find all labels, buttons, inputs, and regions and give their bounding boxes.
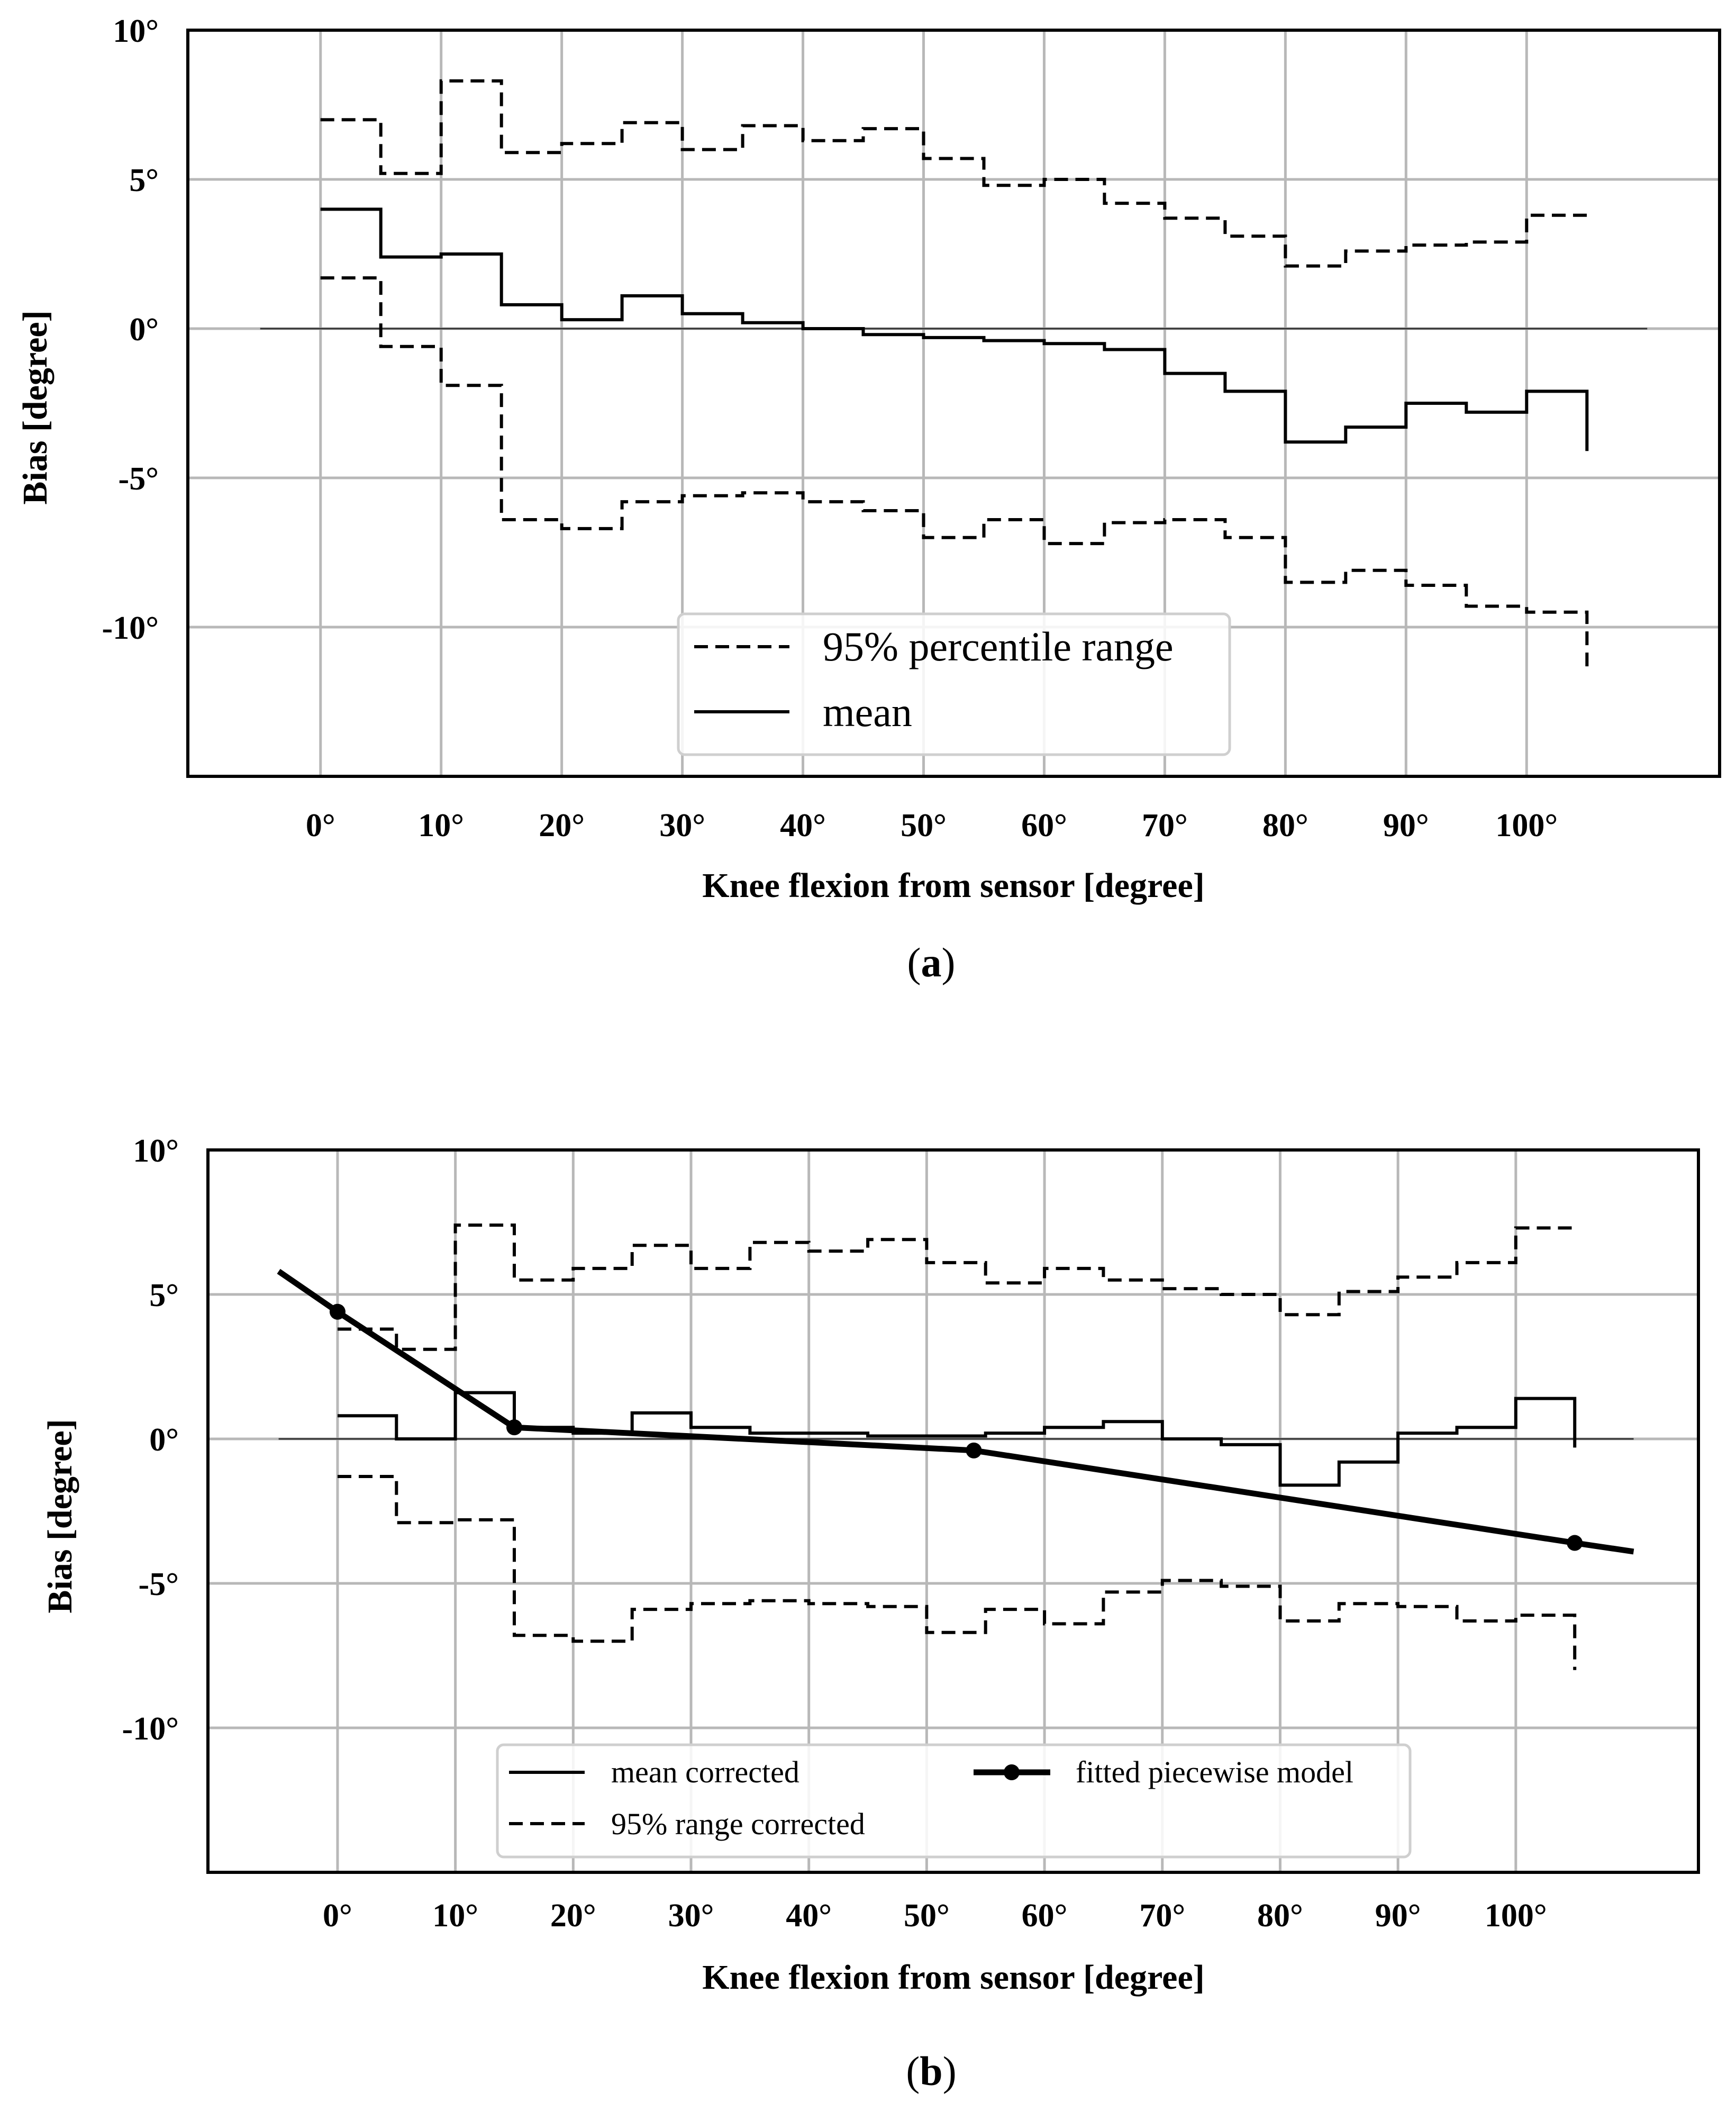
chart-b-x-tick-label: 80° <box>1257 1898 1303 1934</box>
legend-b-entry-mean: mean corrected <box>611 1755 799 1789</box>
chart-a-frame <box>186 29 1721 778</box>
chart-b-y-tick-label: 10° <box>133 1133 179 1169</box>
chart-a-x-tick-label: 40° <box>780 808 826 844</box>
chart-b-x-ticks: 0° 10° 20° 30° 40° 50° 60° 70° 80° 90° 100° <box>323 1898 1547 1934</box>
chart-a-x-tick-label: 80° <box>1262 808 1308 844</box>
chart-a-y-tick-label: 0° <box>129 312 159 348</box>
chart-b-y-tick-label: 0° <box>149 1422 179 1458</box>
series-b-fitted-piecewise-model <box>277 1269 1634 1555</box>
chart-b-legend: mean corrected fitted piecewise model 95… <box>496 1743 1412 1859</box>
chart-b-x-tick-label: 70° <box>1139 1898 1185 1934</box>
chart-a-y-tick-label: 10° <box>113 13 159 49</box>
fit-breakpoint-marker <box>506 1419 522 1436</box>
series-b-95-range-corrected <box>338 1224 1575 1351</box>
series-a-95-percentile-range <box>320 79 1587 268</box>
chart-a-caption-letter: a <box>921 939 942 985</box>
chart-a-x-tick-label: 70° <box>1142 808 1188 844</box>
chart-a-x-tick-label: 60° <box>1021 808 1067 844</box>
chart-b-legend-box <box>496 1743 1412 1859</box>
chart-b-series <box>277 1224 1634 1670</box>
chart-b-y-tick-label: -10° <box>122 1711 179 1747</box>
chart-a-legend-box <box>677 612 1231 756</box>
chart-a-x-tick-label: 30° <box>659 808 705 844</box>
fit-breakpoint-marker <box>966 1442 982 1458</box>
chart-b-caption-letter: b <box>920 2048 942 2094</box>
chart-b-x-tick-label: 60° <box>1022 1898 1068 1934</box>
chart-b-x-tick-label: 10° <box>432 1898 478 1934</box>
series-a-mean <box>320 207 1589 451</box>
chart-b-x-tick-label: 40° <box>786 1898 832 1934</box>
series-b-95-range-corrected-lower <box>338 1475 1577 1670</box>
chart-panel-a: 0° 10° 20° 30° 40° 50° 60° 70° 80° 90° 100° 10° 5° 0… <box>16 13 1721 985</box>
chart-b-frame <box>206 1148 1700 1874</box>
legend-a-entry-range: 95% percentile range <box>823 623 1174 669</box>
chart-b-y-tick-label: -5° <box>139 1566 179 1602</box>
chart-b-caption: (b) <box>906 2048 956 2094</box>
legend-b-entry-range: 95% range corrected <box>611 1807 865 1841</box>
chart-b-x-tick-label: 20° <box>550 1898 596 1934</box>
chart-panel-b: 0° 10° 20° 30° 40° 50° 60° 70° 80° 90° 100° 10° 5° 0… <box>41 1133 1700 2094</box>
fit-breakpoint-marker <box>1567 1535 1583 1551</box>
chart-b-x-tick-label: 50° <box>904 1898 950 1934</box>
chart-a-caption: (a) <box>907 939 956 985</box>
fit-breakpoint-marker <box>329 1303 346 1320</box>
legend-b-entry-fit: fitted piecewise model <box>1076 1755 1353 1789</box>
chart-a-y-tick-label: -5° <box>119 461 159 497</box>
chart-b-y-ticks: 10° 5° 0° -5° -10° <box>122 1133 179 1747</box>
chart-b-x-tick-label: 90° <box>1375 1898 1421 1934</box>
chart-a-y-tick-label: 5° <box>129 162 159 198</box>
chart-a-ylabel: Bias [degree] <box>16 310 54 504</box>
chart-b-y-tick-label: 5° <box>149 1277 179 1313</box>
chart-b-x-tick-label: 0° <box>323 1898 352 1934</box>
chart-a-x-tick-label: 20° <box>539 808 585 844</box>
chart-a-x-tick-label: 10° <box>418 808 464 844</box>
chart-a-x-ticks: 0° 10° 20° 30° 40° 50° 60° 70° 80° 90° 100° <box>306 808 1558 844</box>
chart-a-x-tick-label: 90° <box>1383 808 1429 844</box>
chart-b-ylabel: Bias [degree] <box>41 1419 79 1613</box>
chart-a-legend: 95% percentile range mean <box>677 612 1231 756</box>
legend-b-fit-marker <box>1004 1764 1020 1780</box>
chart-a-x-tick-label: 0° <box>306 808 335 844</box>
chart-a-x-tick-label: 100° <box>1495 808 1558 844</box>
chart-a-x-tick-label: 50° <box>901 808 947 844</box>
chart-b-x-tick-label: 30° <box>668 1898 714 1934</box>
chart-a-xlabel: Knee flexion from sensor [degree] <box>702 866 1204 905</box>
chart-b-x-tick-label: 100° <box>1485 1898 1547 1934</box>
series-a-95-percentile-range-lower <box>320 276 1589 672</box>
legend-a-entry-mean: mean <box>823 689 912 735</box>
chart-a-series <box>320 79 1589 672</box>
chart-b-xlabel: Knee flexion from sensor [degree] <box>702 1958 1204 1997</box>
chart-a-y-tick-label: -10° <box>102 610 159 646</box>
chart-a-y-ticks: 10° 5° 0° -5° -10° <box>102 13 159 646</box>
